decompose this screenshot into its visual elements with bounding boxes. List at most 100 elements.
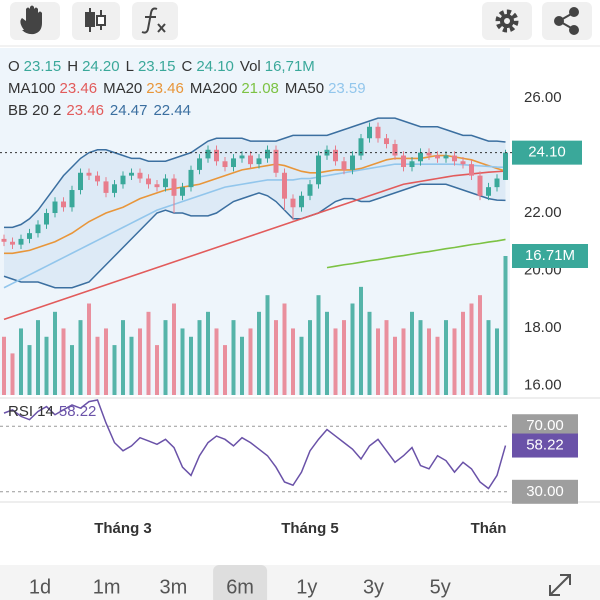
candle-body <box>137 172 143 179</box>
volume-bar <box>206 311 210 395</box>
volume-bar <box>146 311 151 395</box>
range-tab[interactable]: 3y <box>363 576 384 598</box>
share-button[interactable] <box>542 2 592 40</box>
volume-bar <box>129 336 134 395</box>
candle-body <box>486 187 491 196</box>
volume-bar <box>359 286 363 395</box>
legend-text: 58.22 <box>59 403 97 420</box>
candle-body <box>222 161 228 168</box>
candle-body <box>248 155 253 165</box>
volume-bar <box>214 328 219 395</box>
candle-body <box>384 138 389 145</box>
volume-bar <box>367 311 372 395</box>
candle-body <box>188 169 194 188</box>
candle-body <box>231 158 236 168</box>
legend-text: 21.08 <box>241 80 279 97</box>
candle-body <box>197 158 202 170</box>
volume-bar <box>104 328 108 395</box>
volume-bar <box>95 336 100 395</box>
legend-text: 23.46 <box>146 80 184 97</box>
bollinger-upper <box>4 117 506 229</box>
volume-bar <box>418 320 423 395</box>
candle-body <box>154 184 160 188</box>
range-tab[interactable]: 5y <box>430 576 451 598</box>
volume-bar <box>274 320 278 395</box>
tool-button[interactable] <box>132 2 178 40</box>
legend-text: H <box>67 58 78 75</box>
range-tab[interactable]: 6m <box>226 576 254 598</box>
volume-bar <box>282 303 287 395</box>
legend-text: O <box>8 58 20 75</box>
candle-body <box>299 195 304 208</box>
candle-body <box>146 178 151 185</box>
fx-icon <box>141 7 166 34</box>
range-tab[interactable]: 1d <box>29 576 51 598</box>
candle-body <box>460 161 466 165</box>
candle-body <box>1 238 7 242</box>
bollinger-fill <box>4 118 506 288</box>
range-tab[interactable]: 3m <box>160 576 188 598</box>
legend-text: 23.46 <box>60 80 98 97</box>
volume-bar <box>189 336 193 395</box>
rsi-value-box <box>512 433 578 458</box>
volume-bar <box>78 320 83 395</box>
volume-bar <box>342 320 346 395</box>
volume-bar <box>172 303 176 395</box>
volume-bar <box>393 336 397 395</box>
candle-body <box>265 149 270 159</box>
legend-text: RSI 14 <box>8 403 54 420</box>
volume-bar <box>376 328 380 395</box>
candle-body <box>367 126 372 139</box>
volume-bar <box>248 328 253 395</box>
legend-text: MA100 <box>8 80 56 97</box>
volume-bar <box>308 320 312 395</box>
volume-bar <box>265 295 270 395</box>
rsi-level-label: 70.00 <box>526 417 564 434</box>
range-tab[interactable]: 1y <box>296 576 317 598</box>
range-tab[interactable]: 1m <box>93 576 121 598</box>
candle-body <box>358 138 364 156</box>
candle-body <box>205 149 211 159</box>
volume-bar <box>138 328 142 395</box>
candle-body <box>239 155 245 159</box>
legend-text: 22.44 <box>153 102 191 119</box>
rsi-value-label: 58.22 <box>526 437 564 454</box>
x-tick-label: Tháng 5 <box>281 520 339 537</box>
y-tick-label: 22.00 <box>524 204 562 221</box>
candle-body <box>443 155 449 159</box>
candle-body <box>95 175 100 182</box>
hand-icon <box>20 5 42 35</box>
volume-bar <box>240 336 244 395</box>
volume-bar <box>316 295 321 395</box>
volume-bar <box>155 345 159 395</box>
volume-bar <box>231 320 236 395</box>
legend-text: BB 20 2 <box>8 102 61 119</box>
gear-icon <box>495 9 519 33</box>
candle-body <box>333 149 338 162</box>
candle-body <box>503 152 508 180</box>
volume-bar <box>10 353 15 395</box>
volume-bar <box>257 311 261 395</box>
volume-bar <box>19 328 23 395</box>
candle-icon <box>85 8 106 32</box>
volume-bar <box>2 336 6 395</box>
y-tick-label: 18.00 <box>524 319 562 336</box>
candle-body <box>112 184 117 193</box>
expand-icon[interactable] <box>549 574 571 596</box>
legend-text: 24.47 <box>110 102 148 119</box>
candle-body <box>18 238 24 245</box>
candle-body <box>375 126 381 139</box>
volume-bar <box>87 303 91 395</box>
volume-bar <box>44 336 49 395</box>
volume-bar <box>461 311 465 395</box>
legend-text: MA20 <box>103 80 142 97</box>
volume-bar <box>452 328 457 395</box>
volume-bar <box>435 336 440 395</box>
rsi-level-box <box>512 479 578 504</box>
candle-body <box>409 161 415 168</box>
tab-selected-bg <box>213 565 268 600</box>
candle-body <box>78 172 83 191</box>
candle-body <box>10 241 15 245</box>
volume-bar <box>53 311 57 395</box>
